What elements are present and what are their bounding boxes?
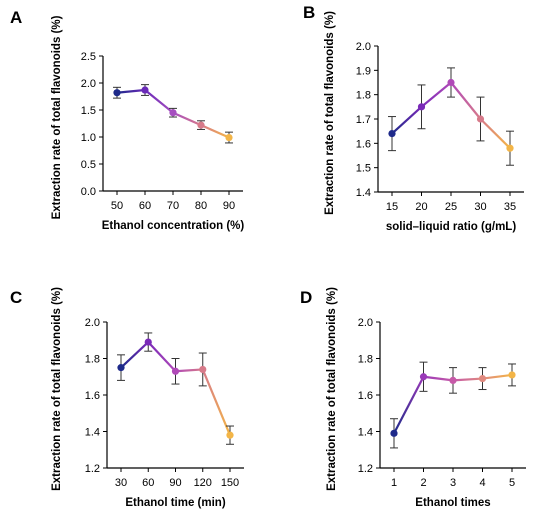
y-tick-label: 2.0	[356, 41, 371, 53]
series-line-segment	[391, 106, 423, 135]
data-point	[449, 376, 457, 384]
y-tick-label: 1.4	[358, 427, 373, 439]
x-axis-title: Ethanol time (min)	[125, 497, 225, 509]
data-point	[388, 130, 396, 138]
x-tick-label: 1	[391, 477, 397, 489]
y-tick-label: 1.8	[85, 354, 100, 366]
data-point	[169, 109, 177, 117]
y-tick-label: 1.4	[356, 187, 371, 199]
data-point	[506, 144, 514, 152]
series-line-segment	[482, 373, 513, 380]
series-line-segment	[175, 368, 203, 373]
series-line-segment	[120, 341, 150, 369]
panel-letter: A	[10, 8, 22, 27]
y-axis-title: Extraction rate of total flavonoids (%)	[324, 11, 336, 215]
y-axis-title: Extraction rate of total flavonoids (%)	[51, 287, 63, 491]
x-tick-label: 60	[142, 477, 154, 489]
series-line-segment	[420, 81, 452, 108]
y-tick-label: 2.5	[81, 51, 96, 63]
series-line-segment	[116, 88, 146, 94]
series-line-segment	[450, 81, 482, 120]
x-tick-label: 70	[167, 200, 179, 212]
chart-panel-b: B 1.4 1.5 1.6 1.7 1.8 1.9 2.0 15 20 25 30 35 solid–li…	[303, 3, 524, 233]
y-tick-label: 1.8	[358, 354, 373, 366]
y-tick-label: 2.0	[358, 317, 373, 329]
y-tick-label: 2.0	[81, 78, 96, 90]
data-point	[419, 373, 428, 381]
x-axis-title: solid–liquid ratio (g/mL)	[386, 221, 517, 233]
x-axis-title: Ethanol concentration (%)	[102, 220, 245, 232]
data-point	[117, 364, 125, 372]
chart-panel-c: C 1.2 1.4 1.6 1.8 2.0 30 60 90 120 150 Ethanol time…	[10, 287, 244, 509]
y-tick-label: 1.9	[356, 65, 371, 77]
data-point	[141, 86, 149, 94]
data-point	[476, 115, 485, 123]
x-tick-label: 20	[415, 201, 427, 213]
x-tick-label: 120	[194, 477, 212, 489]
series-line-segment	[144, 89, 174, 114]
y-tick-label: 1.5	[81, 105, 96, 117]
panel-letter: B	[303, 3, 315, 22]
data-point	[226, 431, 234, 439]
series-line-segment	[452, 377, 483, 382]
x-tick-label: 90	[223, 200, 235, 212]
panel-letter: C	[10, 288, 22, 307]
series-line-segment	[479, 118, 511, 149]
y-tick-label: 0.0	[81, 186, 96, 198]
y-tick-label: 1.4	[85, 427, 100, 439]
x-tick-label: 80	[195, 200, 207, 212]
chart-panel-d: D 1.2 1.4 1.6 1.8 2.0 1 2 3 4 5 Ethanol times Extrac…	[300, 287, 526, 509]
x-tick-label: 25	[445, 201, 457, 213]
data-point	[144, 338, 152, 346]
data-point	[199, 365, 207, 374]
y-tick-label: 1.2	[85, 463, 100, 475]
x-tick-label: 60	[139, 200, 151, 212]
x-tick-label: 50	[111, 200, 123, 212]
y-tick-label: 1.5	[356, 163, 371, 175]
data-point	[390, 429, 398, 437]
series-line-segment	[423, 375, 454, 382]
y-tick-label: 1.7	[356, 114, 371, 126]
x-tick-label: 150	[221, 477, 239, 489]
series-line-segment	[147, 341, 177, 373]
chart-panel-a: A 0.0 0.5 1.0 1.5 2.0 2.5 50 60 70 80 90 Ethanol con…	[10, 8, 244, 232]
data-point	[447, 78, 455, 87]
data-point	[417, 103, 426, 111]
data-point	[225, 133, 233, 142]
y-tick-label: 1.2	[358, 463, 373, 475]
y-tick-label: 1.0	[81, 132, 96, 144]
data-point	[508, 371, 516, 379]
data-point	[171, 367, 180, 375]
data-point	[113, 89, 121, 97]
x-tick-label: 4	[479, 477, 485, 489]
x-axis-title: Ethanol times	[415, 497, 490, 509]
series-line-segment	[393, 376, 425, 434]
x-tick-label: 30	[115, 477, 127, 489]
series-line-segment	[172, 111, 202, 127]
data-point	[197, 121, 205, 129]
y-tick-label: 1.6	[358, 390, 373, 402]
y-tick-label: 2.0	[85, 317, 100, 329]
y-tick-label: 0.5	[81, 159, 96, 171]
x-tick-label: 30	[474, 201, 486, 213]
y-tick-label: 1.8	[356, 90, 371, 102]
x-tick-label: 90	[169, 477, 181, 489]
data-point	[478, 374, 487, 383]
x-tick-label: 5	[509, 477, 515, 489]
series-line-segment	[201, 369, 232, 436]
x-tick-label: 3	[450, 477, 456, 489]
x-tick-label: 35	[504, 201, 516, 213]
series-line-segment	[200, 124, 230, 139]
y-axis-title: Extraction rate of total flavonoids (%)	[51, 15, 63, 219]
panel-letter: D	[300, 288, 312, 307]
y-axis-title: Extraction rate of total flavonoids (%)	[326, 287, 338, 491]
y-tick-label: 1.6	[356, 138, 371, 150]
y-tick-label: 1.6	[85, 390, 100, 402]
x-tick-label: 15	[386, 201, 398, 213]
x-tick-label: 2	[420, 477, 426, 489]
